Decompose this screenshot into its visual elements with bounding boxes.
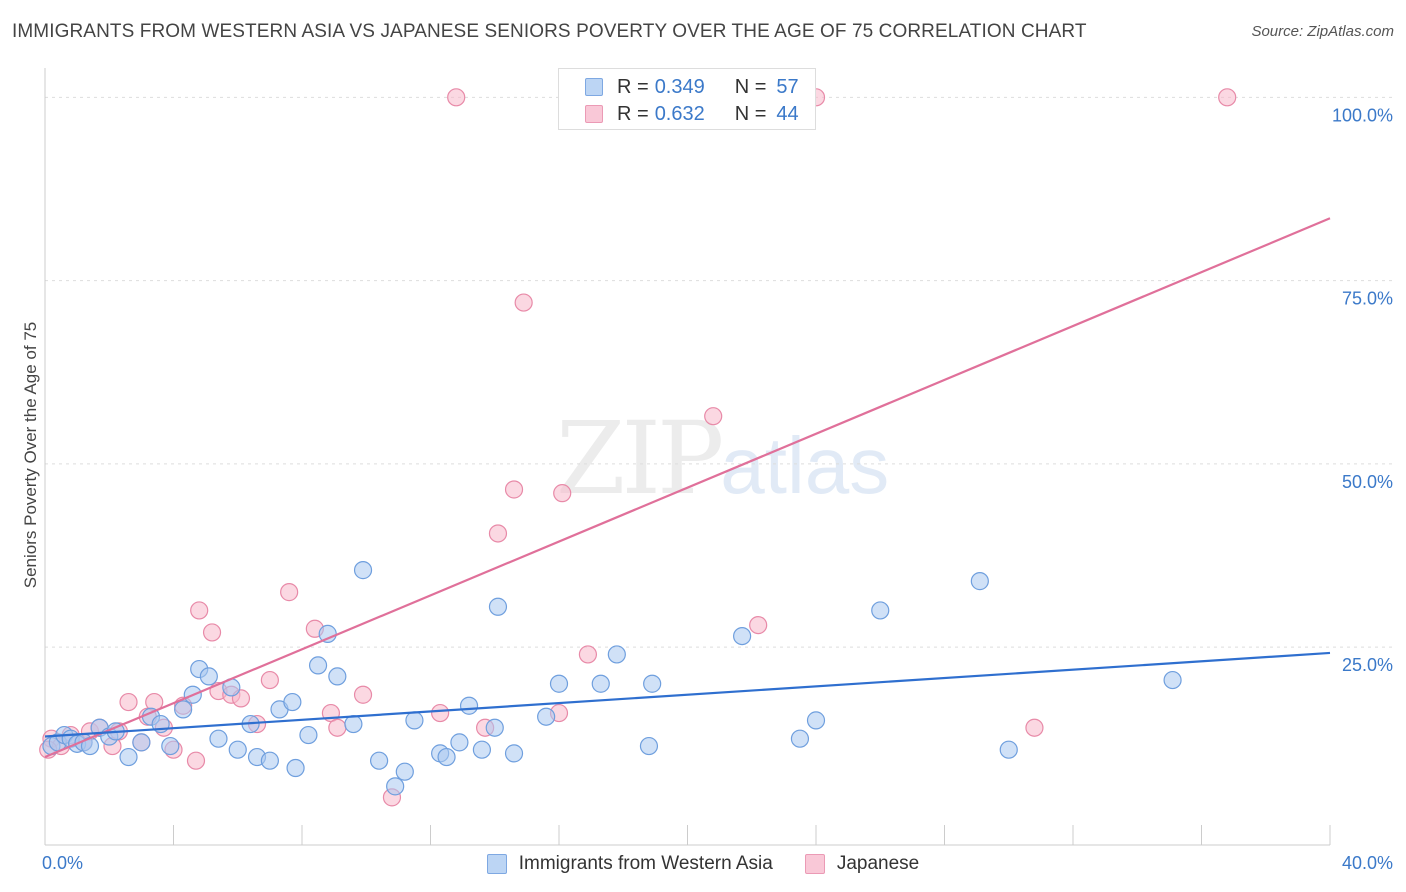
correlation-legend: R = 0.349 N = 57 R = 0.632 N = 44 bbox=[558, 68, 816, 130]
japanese-point bbox=[704, 407, 723, 426]
source-credit: Source: ZipAtlas.com bbox=[1251, 23, 1394, 40]
y-tick-label: 50.0% bbox=[1342, 472, 1393, 492]
western-asia-point bbox=[639, 736, 659, 756]
japanese-point bbox=[1025, 718, 1044, 737]
western-asia-point bbox=[970, 572, 989, 591]
western-asia-point bbox=[549, 674, 569, 693]
western-asia-point bbox=[806, 711, 826, 730]
western-asia-trend-line bbox=[44, 651, 1331, 738]
chart-title: IMMIGRANTS FROM WESTERN ASIA VS JAPANESE… bbox=[12, 21, 1087, 42]
western-asia-point bbox=[132, 733, 151, 752]
watermark: ZIPatlas bbox=[556, 400, 889, 517]
japanese-point bbox=[431, 703, 450, 723]
x-tick-label-min: 0.0% bbox=[42, 853, 83, 873]
japanese-point bbox=[553, 484, 572, 503]
legend-n-label: N = bbox=[734, 75, 767, 98]
axes bbox=[44, 68, 1331, 846]
western-asia-point bbox=[386, 777, 405, 796]
western-asia-points bbox=[42, 561, 1182, 796]
y-tick-label: 25.0% bbox=[1342, 655, 1393, 675]
y-tick-label: 75.0% bbox=[1342, 289, 1393, 309]
western-asia-point bbox=[260, 751, 279, 770]
legend-swatch-blue bbox=[585, 78, 603, 96]
western-asia-point bbox=[405, 711, 424, 730]
western-asia-point bbox=[344, 714, 363, 734]
western-asia-point bbox=[328, 667, 347, 686]
western-asia-point bbox=[607, 645, 626, 664]
western-asia-point bbox=[437, 747, 456, 767]
japanese-point bbox=[514, 293, 533, 312]
western-asia-point bbox=[1163, 670, 1182, 690]
western-asia-point bbox=[485, 718, 504, 737]
japanese-point bbox=[280, 583, 299, 602]
japanese-point bbox=[190, 601, 209, 620]
western-asia-point bbox=[395, 762, 414, 781]
legend-label-japanese: Japanese bbox=[836, 853, 920, 874]
western-asia-point bbox=[174, 700, 193, 719]
western-asia-point bbox=[228, 740, 247, 759]
gridlines bbox=[45, 96, 1395, 648]
japanese-point bbox=[202, 623, 222, 642]
tick-labels: 25.0% 50.0% 75.0% 100.0% 0.0% 40.0% bbox=[42, 105, 1393, 873]
western-asia-point bbox=[537, 707, 556, 726]
western-asia-point bbox=[199, 667, 218, 686]
western-asia-point bbox=[643, 674, 662, 693]
legend-swatch-pink bbox=[585, 105, 603, 123]
legend-n-label: N = bbox=[734, 102, 767, 125]
legend-swatch-pink bbox=[804, 854, 825, 874]
watermark-zip: ZIP bbox=[556, 400, 724, 517]
trend-lines bbox=[44, 217, 1331, 759]
western-asia-point bbox=[209, 729, 228, 748]
japanese-point bbox=[328, 718, 347, 737]
legend-r-value: 0.349 bbox=[654, 75, 705, 98]
western-asia-point bbox=[119, 747, 138, 767]
legend-row-japanese: R = 0.632 N = 44 bbox=[585, 101, 799, 127]
japanese-point bbox=[353, 685, 373, 704]
japanese-trend-line bbox=[44, 217, 1331, 759]
legend-n-value: 57 bbox=[776, 75, 799, 98]
y-tick-label: 100.0% bbox=[1332, 105, 1393, 125]
western-asia-point bbox=[733, 626, 752, 646]
legend-row-western-asia: R = 0.349 N = 57 bbox=[585, 74, 799, 100]
western-asia-point bbox=[450, 733, 469, 752]
western-asia-point bbox=[353, 561, 373, 580]
japanese-point bbox=[447, 88, 466, 107]
legend-item-japanese[interactable]: Japanese bbox=[804, 853, 920, 875]
japanese-point bbox=[504, 480, 524, 499]
watermark-atlas: atlas bbox=[720, 421, 890, 510]
legend-swatch-blue bbox=[486, 854, 507, 874]
japanese-point bbox=[488, 524, 508, 543]
western-asia-point bbox=[370, 751, 389, 770]
legend-item-western-asia[interactable]: Immigrants from Western Asia bbox=[486, 853, 773, 875]
legend-r-label: R = bbox=[617, 102, 649, 125]
western-asia-point bbox=[472, 740, 491, 759]
western-asia-point bbox=[999, 740, 1018, 759]
japanese-point bbox=[186, 751, 206, 770]
western-asia-point bbox=[283, 692, 302, 712]
western-asia-point bbox=[308, 656, 328, 675]
western-asia-point bbox=[299, 725, 318, 745]
japanese-point bbox=[578, 645, 598, 664]
legend-r-label: R = bbox=[617, 75, 649, 98]
japanese-point bbox=[119, 692, 138, 712]
western-asia-point bbox=[488, 597, 508, 616]
legend-r-value: 0.632 bbox=[654, 102, 705, 125]
legend-label-western-asia: Immigrants from Western Asia bbox=[518, 853, 773, 874]
western-asia-point bbox=[161, 736, 180, 756]
western-asia-point bbox=[459, 696, 479, 715]
x-tick-label-max: 40.0% bbox=[1342, 853, 1393, 873]
western-asia-point bbox=[591, 674, 610, 693]
japanese-point bbox=[749, 615, 768, 635]
western-asia-point bbox=[871, 601, 890, 620]
western-asia-point bbox=[790, 729, 810, 748]
western-asia-point bbox=[286, 758, 305, 778]
japanese-point bbox=[1218, 88, 1237, 107]
series-legend: Immigrants from Western Asia Japanese bbox=[0, 851, 1406, 877]
western-asia-point bbox=[504, 744, 524, 763]
legend-n-value: 44 bbox=[776, 102, 799, 125]
japanese-point bbox=[260, 670, 279, 690]
